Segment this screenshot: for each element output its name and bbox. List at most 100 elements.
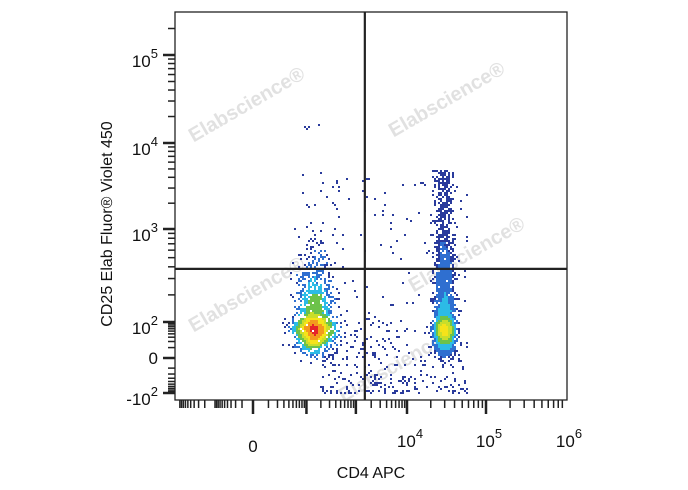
event-dot	[320, 242, 322, 244]
event-dot	[308, 276, 310, 278]
event-dot	[316, 344, 318, 346]
event-dot	[454, 258, 456, 260]
event-dot	[312, 354, 314, 356]
event-dot	[438, 244, 440, 246]
event-dot	[298, 342, 300, 344]
event-dot	[440, 218, 442, 220]
event-dot	[442, 338, 444, 340]
event-dot	[392, 214, 394, 216]
event-dot	[444, 240, 446, 242]
event-dot	[316, 308, 318, 310]
event-dot	[444, 244, 446, 246]
event-dot	[320, 288, 322, 290]
event-dot	[458, 314, 460, 316]
event-dot	[436, 302, 438, 304]
event-dot	[466, 194, 468, 196]
event-dot	[442, 214, 444, 216]
event-dot	[440, 182, 442, 184]
event-dot	[312, 338, 314, 340]
event-dot	[334, 364, 336, 366]
event-dot	[434, 264, 436, 266]
event-dot	[450, 306, 452, 308]
event-dot	[426, 326, 428, 328]
event-dot	[396, 240, 398, 242]
event-dot	[302, 276, 304, 278]
event-dot	[316, 304, 318, 306]
event-dot	[438, 344, 440, 346]
event-dot	[438, 342, 440, 344]
event-dot	[338, 186, 340, 188]
event-dot	[436, 240, 438, 242]
event-dot	[374, 376, 376, 378]
event-dot	[316, 316, 318, 318]
event-dot	[450, 246, 452, 248]
event-dot	[436, 264, 438, 266]
event-dot	[318, 274, 320, 276]
event-dot	[432, 292, 434, 294]
event-dot	[320, 240, 322, 242]
event-dot	[450, 242, 452, 244]
event-dot	[450, 302, 452, 304]
watermark-text: Elabscience®	[385, 58, 509, 142]
event-dot	[292, 320, 294, 322]
event-dot	[316, 276, 318, 278]
event-dot	[298, 298, 300, 300]
event-dot	[438, 332, 440, 334]
event-dot	[434, 220, 436, 222]
event-dot	[440, 278, 442, 280]
event-dot	[304, 352, 306, 354]
event-dot	[320, 264, 322, 266]
event-dot	[436, 350, 438, 352]
event-dot	[448, 228, 450, 230]
event-dot	[406, 382, 408, 384]
event-dot	[316, 336, 318, 338]
event-dot	[446, 238, 448, 240]
event-dot	[326, 314, 328, 316]
event-dot	[304, 346, 306, 348]
event-dot	[444, 264, 446, 266]
event-dot	[288, 322, 290, 324]
event-dot	[320, 322, 322, 324]
watermark-text: Elabscience®	[405, 213, 529, 297]
event-dot	[444, 242, 446, 244]
event-dot	[376, 374, 378, 376]
event-dot	[442, 296, 444, 298]
event-dot	[320, 278, 322, 280]
event-dot	[466, 236, 468, 238]
event-dot	[324, 342, 326, 344]
event-dot	[312, 296, 314, 298]
event-dot	[374, 316, 376, 318]
event-dot	[446, 270, 448, 272]
event-dot	[314, 352, 316, 354]
event-dot	[436, 286, 438, 288]
event-dot	[308, 264, 310, 266]
event-dot	[306, 244, 308, 246]
event-dot	[306, 348, 308, 350]
event-dot	[294, 352, 296, 354]
event-dot	[298, 306, 300, 308]
event-dot	[448, 258, 450, 260]
event-dot	[312, 294, 314, 296]
event-dot	[324, 278, 326, 280]
event-dot	[438, 296, 440, 298]
event-dot	[314, 324, 316, 326]
event-dot	[392, 252, 394, 254]
event-dot	[442, 360, 444, 362]
event-dot	[452, 264, 454, 266]
event-dot	[300, 330, 302, 332]
event-dot	[438, 298, 440, 300]
event-dot	[300, 258, 302, 260]
event-dot	[446, 346, 448, 348]
event-dot	[346, 178, 348, 180]
event-dot	[314, 300, 316, 302]
event-dot	[308, 322, 310, 324]
event-dot	[294, 330, 296, 332]
event-dot	[324, 336, 326, 338]
event-dot	[444, 314, 446, 316]
event-dot	[322, 328, 324, 330]
event-dot	[436, 278, 438, 280]
event-dot	[314, 344, 316, 346]
event-dot	[316, 342, 318, 344]
event-dot	[440, 280, 442, 282]
event-dot	[454, 322, 456, 324]
